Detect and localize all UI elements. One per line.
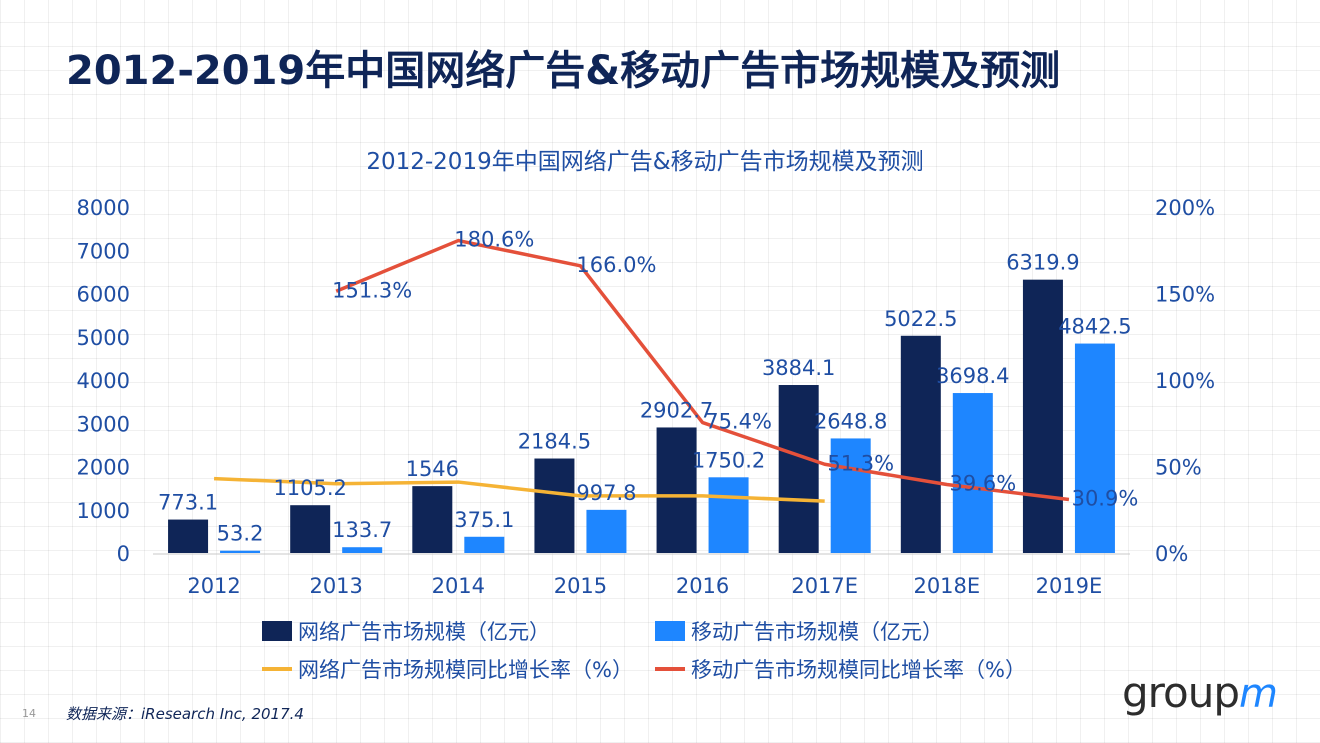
rate-data-label: 151.3%: [332, 278, 412, 302]
y-left-tick-label: 2000: [77, 456, 130, 480]
legend-swatch: [262, 621, 292, 641]
bar-data-label: 1105.2: [273, 476, 346, 500]
data-labels-group: 773.1 1105.2 1546 2184.5 2902.7 3884.1 5022.5 6…: [158, 228, 1138, 546]
legend-label: 移动广告市场规模（亿元）: [691, 620, 943, 644]
x-tick-label: 2017E: [791, 574, 858, 598]
mobile-ad-bar: [830, 438, 871, 553]
bar-data-label: 4842.5: [1058, 315, 1131, 339]
online-ad-bar: [1022, 279, 1063, 553]
bar-data-label: 773.1: [158, 491, 218, 515]
source-note: 数据来源：iResearch Inc, 2017.4: [66, 705, 304, 723]
y-right-tick-label: 150%: [1155, 283, 1215, 307]
mobile-ad-bar: [708, 477, 749, 553]
y-left-tick-label: 7000: [77, 239, 130, 263]
bar-data-label: 133.7: [332, 518, 392, 542]
x-tick-label: 2014: [432, 574, 485, 598]
y-right-tick-label: 0%: [1155, 542, 1188, 566]
x-tick-label: 2019E: [1036, 574, 1103, 598]
rate-data-label: 39.6%: [949, 471, 1016, 495]
mobile-ad-bar: [220, 550, 261, 553]
online-ad-bar: [168, 519, 209, 553]
y-left-tick-label: 0: [117, 542, 130, 566]
online-growth-rate-line: [213, 476, 825, 503]
online-ad-bar: [656, 427, 697, 553]
y-right-tick-label: 100%: [1155, 369, 1215, 393]
bar-data-label: 3698.4: [936, 364, 1009, 388]
y-left-tick-label: 3000: [77, 412, 130, 436]
mobile-ad-bar: [464, 536, 505, 553]
mobile-ad-bar: [1074, 343, 1115, 553]
mobile-ad-bar: [952, 393, 993, 553]
bar-data-label: 375.1: [454, 508, 514, 532]
rate-data-label: 30.9%: [1072, 487, 1139, 511]
bar-data-label: 997.8: [576, 481, 636, 505]
lines-group: [213, 238, 1070, 503]
bar-data-label: 6319.9: [1006, 251, 1079, 275]
bar-data-label: 1546: [406, 457, 459, 481]
x-tick-label: 2013: [309, 574, 362, 598]
y-left-tick-label: 1000: [77, 499, 130, 523]
bar-data-label: 53.2: [217, 522, 264, 546]
bar-data-label: 2902.7: [640, 398, 713, 422]
rate-data-label: 166.0%: [576, 253, 656, 277]
y-left-tick-label: 5000: [77, 326, 130, 350]
y-axis-right: 0% 50% 100% 150% 200%: [1155, 196, 1215, 566]
legend-label: 网络广告市场规模同比增长率（%）: [298, 658, 633, 682]
y-right-tick-label: 200%: [1155, 196, 1215, 220]
mobile-ad-bar: [342, 547, 383, 553]
logo-main-text: group: [1122, 668, 1240, 717]
legend: 网络广告市场规模（亿元） 移动广告市场规模（亿元） 网络广告市场规模同比增长率（%）…: [262, 620, 1026, 682]
bar-data-label: 1750.2: [692, 448, 765, 472]
mobile-ad-bar: [586, 509, 627, 553]
groupm-logo: groupm: [1122, 668, 1278, 717]
rate-data-label: 180.6%: [454, 228, 534, 252]
bar-data-label: 3884.1: [762, 356, 835, 380]
mobile-growth-rate-line: [335, 238, 1070, 502]
x-tick-label: 2012: [187, 574, 240, 598]
legend-swatch: [655, 621, 685, 641]
online-ad-bar: [778, 385, 819, 553]
y-left-tick-label: 8000: [77, 196, 130, 220]
legend-label: 移动广告市场规模同比增长率（%）: [691, 658, 1026, 682]
bar-data-label: 5022.5: [884, 307, 957, 331]
bar-data-label: 2648.8: [814, 409, 887, 433]
online-ad-bar: [534, 458, 575, 553]
chart-title: 2012-2019年中国网络广告&移动广告市场规模及预测: [366, 149, 923, 175]
x-tick-label: 2016: [676, 574, 729, 598]
x-tick-label: 2018E: [913, 574, 980, 598]
rate-data-label: 75.4%: [705, 410, 772, 434]
y-left-tick-label: 6000: [77, 283, 130, 307]
legend-label: 网络广告市场规模（亿元）: [298, 620, 550, 644]
page-title: 2012-2019年中国网络广告&移动广告市场规模及预测: [66, 48, 1061, 94]
page-number: 14: [22, 707, 36, 720]
y-left-tick-label: 4000: [77, 369, 130, 393]
online-ad-bar: [412, 486, 453, 553]
combo-chart: 2012-2019年中国网络广告&移动广告市场规模及预测 0 1000 2000 30…: [77, 149, 1216, 682]
y-right-tick-label: 50%: [1155, 456, 1202, 480]
bar-data-label: 2184.5: [518, 430, 591, 454]
online-ad-bar: [900, 335, 941, 553]
y-axis-left: 0 1000 2000 3000 4000 5000 6000 7000 8000: [77, 196, 130, 566]
rate-data-label: 51.3%: [827, 451, 894, 475]
online-ad-bar: [290, 505, 331, 553]
x-axis: 2012 2013 2014 2015 2016 2017E 2018E 2019E: [153, 553, 1130, 598]
logo-accent-text: m: [1238, 671, 1278, 717]
x-tick-label: 2015: [554, 574, 607, 598]
bars-group: [168, 279, 1115, 553]
